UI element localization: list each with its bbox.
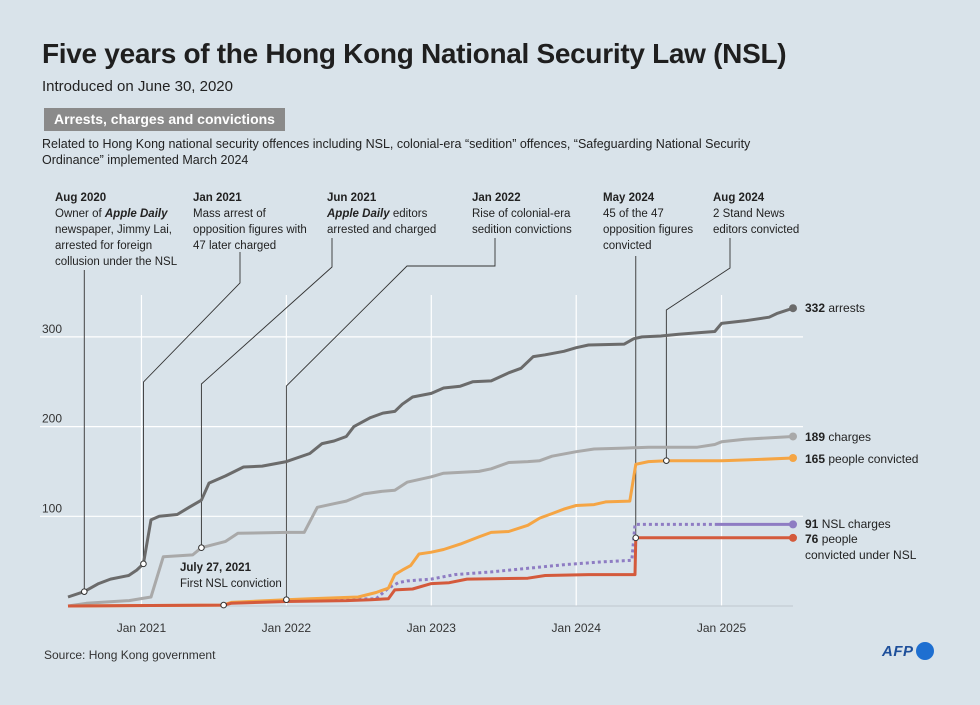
- annotation-text: 2 Stand News: [713, 208, 785, 220]
- end-value-nsl_convicted: 76: [805, 532, 819, 546]
- annotation-marker: [80, 588, 88, 595]
- annotation-span: collusion under the NSL: [55, 256, 178, 268]
- annotation-date: Aug 2024: [713, 192, 765, 204]
- annotation-span: opposition figures: [603, 224, 693, 236]
- annotation-span: editors convicted: [713, 224, 799, 236]
- annotation-span: 2 Stand News: [713, 208, 785, 220]
- chart-subtitle: Introduced on June 30, 2020: [42, 78, 233, 95]
- end-label-charges: 189 charges: [805, 430, 871, 444]
- annotation-text: Mass arrest of: [193, 208, 267, 220]
- afp-logo-text: AFP: [882, 642, 914, 660]
- x-tick-label: Jan 2023: [407, 621, 457, 635]
- annotation-text: convicted: [603, 240, 652, 252]
- afp-logo-dot: [915, 642, 934, 660]
- annotation-span: arrested for foreign: [55, 240, 152, 252]
- y-tick-label: 200: [42, 412, 62, 426]
- y-tick-label: 300: [42, 322, 62, 336]
- annotation-span: arrested and charged: [327, 224, 436, 236]
- annotation-text: opposition figures: [603, 224, 693, 236]
- end-text-charges: charges: [825, 430, 871, 444]
- end-label-people_convicted: 165 people convicted: [805, 452, 918, 466]
- annotation-leader: [285, 238, 496, 600]
- annotation-span: Rise of colonial-era: [472, 208, 571, 220]
- end-value-nsl_charges: 91: [805, 517, 819, 531]
- series-line-charges: [67, 435, 794, 608]
- end-label-nsl_convicted-line2: convicted under NSL: [805, 548, 917, 562]
- end-text-nsl_convicted: people: [818, 532, 858, 546]
- annotation-text: First NSL conviction: [180, 578, 282, 590]
- annotation-span: First NSL conviction: [180, 578, 282, 590]
- annotation-date: Jan 2022: [472, 192, 521, 204]
- chart-title: Five years of the Hong Kong National Sec…: [42, 38, 787, 69]
- annotation-text: opposition figures with: [193, 224, 307, 236]
- annotation-leader: [200, 238, 333, 548]
- end-value-people_convicted: 165: [805, 452, 825, 466]
- annotation-text: editors convicted: [713, 224, 799, 236]
- end-label-nsl_charges: 91 NSL charges: [805, 517, 891, 531]
- series-endpoint-people_convicted: [789, 453, 797, 462]
- afp-logo: AFP: [882, 642, 934, 660]
- annotation-text: 45 of the 47: [603, 208, 664, 220]
- annotation-marker: [632, 534, 640, 542]
- annotation-text: Apple Daily editors: [326, 208, 428, 220]
- annotation-marker: [140, 560, 147, 568]
- annotation-marker: [663, 457, 670, 464]
- annotation-marker: [220, 601, 227, 609]
- end-label-arrests: 332 arrests: [805, 301, 865, 315]
- annotation-text: arrested for foreign: [55, 240, 152, 252]
- annotation-text: Owner of Apple Daily: [55, 208, 168, 220]
- annotation-leader: [142, 252, 241, 564]
- annotation-span: opposition figures with: [193, 224, 307, 236]
- annotation-span: convicted: [603, 240, 652, 252]
- annotation-marker: [198, 544, 205, 551]
- annotation-span: 47 later charged: [193, 240, 276, 252]
- series-endpoint-arrests: [789, 304, 797, 313]
- annotation-span: sedition convictions: [472, 224, 572, 236]
- end-text-nsl_charges: NSL charges: [818, 517, 890, 531]
- end-text-arrests: arrests: [825, 301, 865, 315]
- series-line-people_convicted: [67, 456, 794, 608]
- annotation-span: 45 of the 47: [603, 208, 664, 220]
- source-note: Source: Hong Kong government: [44, 648, 216, 662]
- annotation-span: newspaper, Jimmy Lai,: [55, 224, 172, 236]
- annotation-italic: Apple Daily: [326, 208, 390, 220]
- series-endpoint-nsl_convicted: [789, 533, 797, 542]
- series-line-arrests: [67, 306, 794, 599]
- annotation-date: Jun 2021: [327, 192, 377, 204]
- x-tick-label: Jan 2021: [117, 621, 167, 635]
- series-endpoint-nsl_charges: [789, 520, 797, 529]
- annotation-text: sedition convictions: [472, 224, 572, 236]
- annotation-span: editors: [390, 208, 428, 220]
- annotation-text: 47 later charged: [193, 240, 276, 252]
- annotation-text: collusion under the NSL: [55, 256, 178, 268]
- annotation-date: July 27, 2021: [180, 562, 252, 574]
- annotation-date: May 2024: [603, 192, 655, 204]
- annotation-date: Jan 2021: [193, 192, 242, 204]
- annotation-span: Mass arrest of: [193, 208, 267, 220]
- annotation-text: Rise of colonial-era: [472, 208, 571, 220]
- y-tick-label: 100: [42, 501, 62, 515]
- annotation-marker: [283, 596, 290, 604]
- annotation-italic: Apple Daily: [104, 208, 168, 220]
- series-line-nsl_convicted: [67, 536, 793, 608]
- end-text-people_convicted: people convicted: [825, 452, 918, 466]
- annotation-date: Aug 2020: [55, 192, 106, 204]
- x-tick-label: Jan 2022: [262, 621, 312, 635]
- series-endpoint-charges: [789, 432, 797, 441]
- annotation-text: arrested and charged: [327, 224, 436, 236]
- series-line-nsl_charges-dotted: [286, 522, 715, 602]
- end-value-charges: 189: [805, 430, 825, 444]
- end-label-nsl_convicted: 76 people: [805, 532, 858, 546]
- annotation-leader: [665, 238, 731, 461]
- annotation-text: newspaper, Jimmy Lai,: [55, 224, 172, 236]
- x-tick-label: Jan 2024: [552, 621, 602, 635]
- end-value-arrests: 332: [805, 301, 825, 315]
- section-tag: Arrests, charges and convictions: [44, 108, 285, 131]
- chart-description: Related to Hong Kong national security o…: [42, 137, 751, 167]
- x-tick-label: Jan 2025: [697, 621, 747, 635]
- annotation-span: Owner of: [55, 208, 105, 220]
